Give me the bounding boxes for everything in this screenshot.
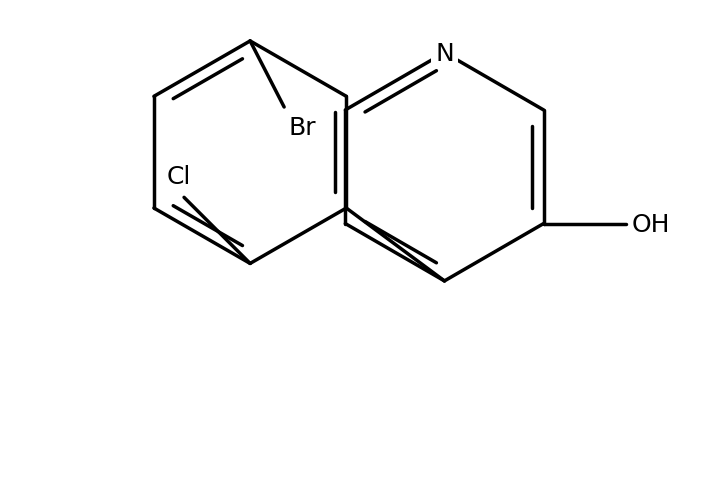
Text: Cl: Cl	[167, 164, 191, 188]
Text: N: N	[435, 41, 454, 65]
Text: OH: OH	[632, 212, 670, 236]
Text: Br: Br	[289, 116, 316, 140]
